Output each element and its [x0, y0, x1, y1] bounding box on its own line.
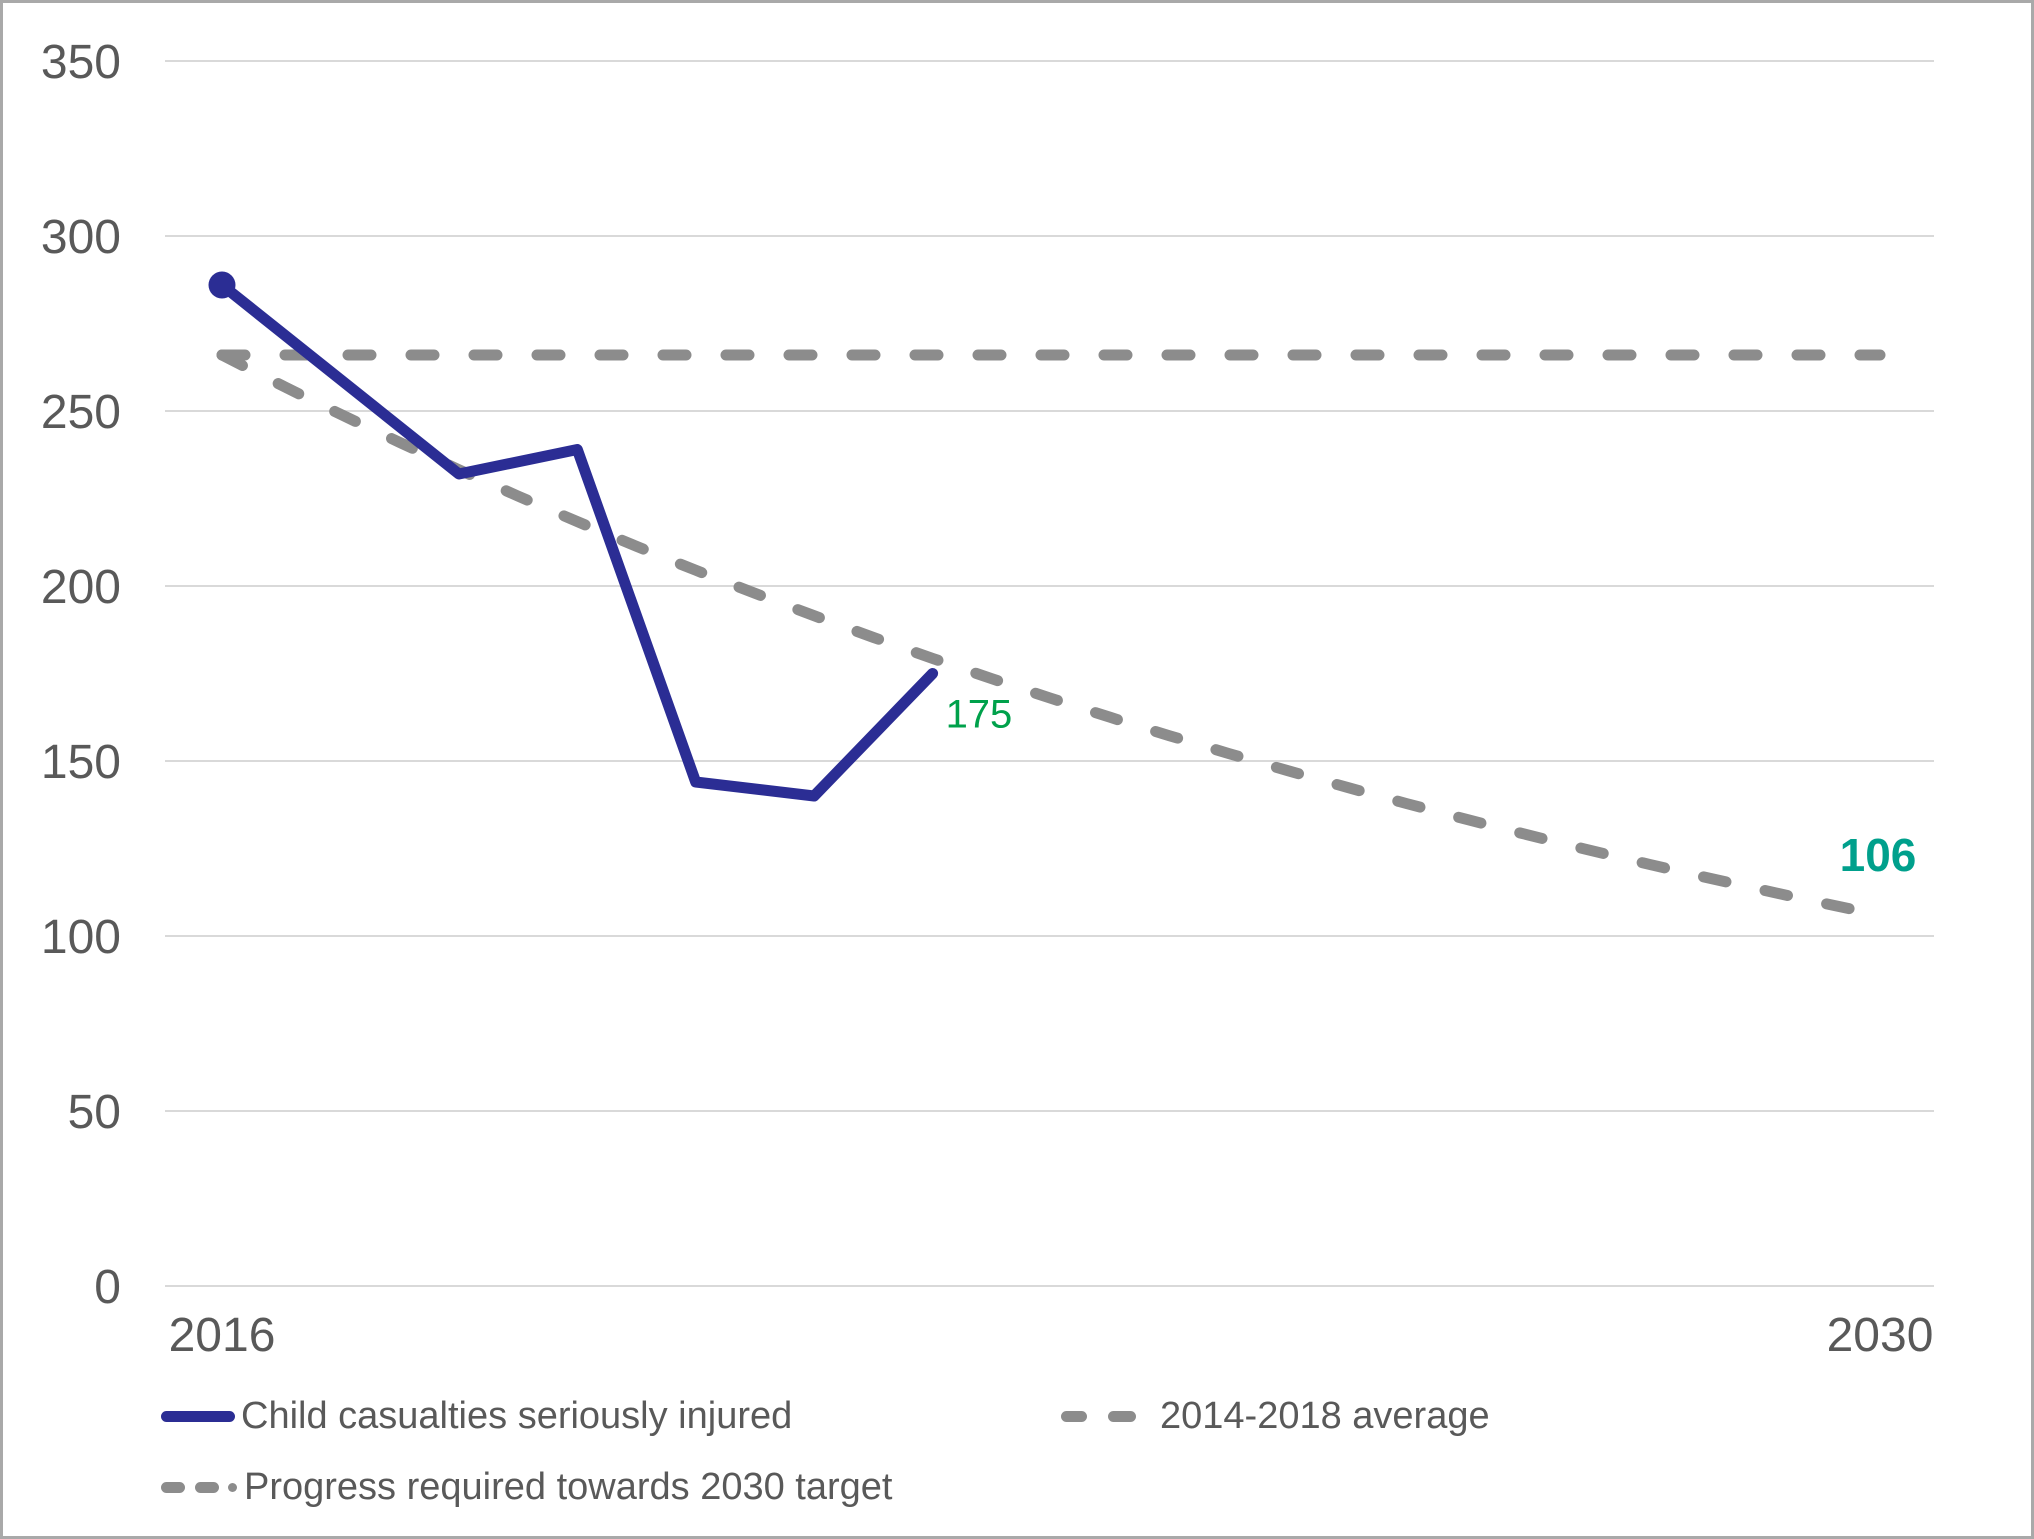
- legend-item-child-casualties: Child casualties seriously injured: [161, 1393, 792, 1439]
- y-tick-label: 250: [41, 386, 121, 439]
- x-tick-label: 2016: [169, 1309, 276, 1362]
- x-tick-label: 2030: [1827, 1309, 1934, 1362]
- dashed-line-swatch-icon: [1061, 1410, 1136, 1422]
- y-tick-label: 50: [68, 1086, 121, 1139]
- legend-item-average: 2014-2018 average: [1061, 1393, 1490, 1439]
- legend-label-average: 2014-2018 average: [1160, 1395, 1490, 1437]
- first-point-marker: [208, 271, 236, 299]
- dash-dash-dot-swatch-icon: [161, 1481, 237, 1493]
- y-tick-label: 200: [41, 561, 121, 614]
- y-tick-label: 0: [94, 1261, 121, 1314]
- value-label-106: 106: [1840, 829, 1917, 881]
- line-chart: 0 50 100 150 200 250 300 350 2016 2030 175 106: [41, 36, 1934, 1362]
- solid-line-swatch-icon: [161, 1410, 235, 1422]
- legend-label-progress-required: Progress required towards 2030 target: [244, 1466, 893, 1508]
- progress-required-line: [216, 349, 1886, 921]
- y-tick-label: 150: [41, 736, 121, 789]
- child-casualties-line: [216, 279, 939, 802]
- legend-label-child-casualties: Child casualties seriously injured: [241, 1395, 793, 1437]
- value-label-175: 175: [946, 693, 1013, 737]
- y-tick-label: 100: [41, 911, 121, 964]
- y-tick-label: 350: [41, 36, 121, 89]
- legend-item-progress-required: Progress required towards 2030 target: [161, 1464, 892, 1510]
- y-tick-label: 300: [41, 211, 121, 264]
